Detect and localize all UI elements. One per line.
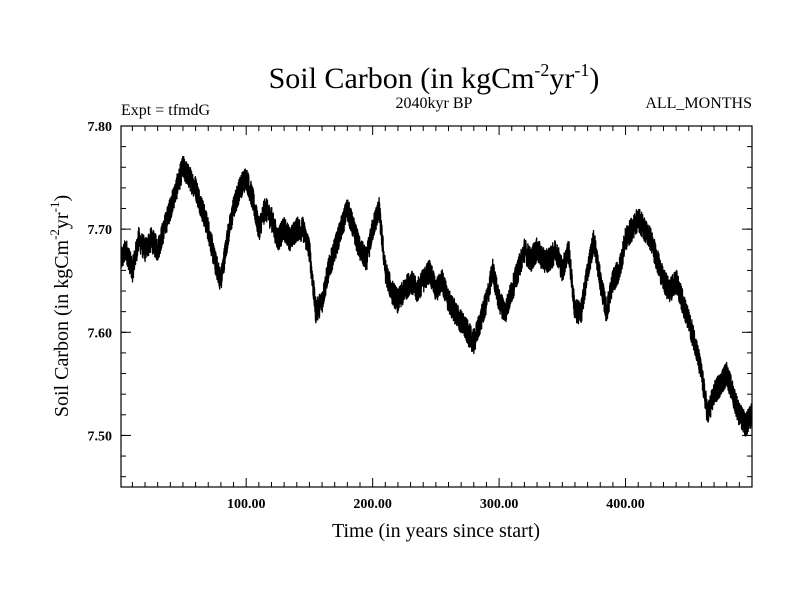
y-axis-label: Soil Carbon (in kgCm-2yr-1) — [47, 195, 73, 417]
y-tick-label: 7.60 — [88, 326, 113, 341]
chart-title: Soil Carbon (in kgCm-2yr-1) — [269, 60, 600, 95]
plot-frame — [120, 125, 753, 488]
plot-data-group — [121, 155, 752, 437]
series-line-soil-carbon — [121, 155, 752, 437]
x-tick-label: 100.00 — [227, 497, 266, 512]
y-tick-label: 7.50 — [88, 429, 113, 444]
x-tick-label: 400.00 — [606, 497, 645, 512]
axis-ticks — [121, 125, 752, 487]
time-period-label: 2040kyr BP — [396, 95, 473, 112]
months-label: ALL_MONTHS — [645, 95, 752, 112]
x-axis-label: Time (in years since start) — [332, 520, 540, 542]
y-tick-label: 7.80 — [88, 120, 113, 135]
x-tick-label: 300.00 — [480, 497, 519, 512]
x-tick-label: 200.00 — [353, 497, 392, 512]
experiment-label: Expt = tfmdG — [121, 102, 210, 119]
y-tick-label: 7.70 — [88, 223, 113, 238]
